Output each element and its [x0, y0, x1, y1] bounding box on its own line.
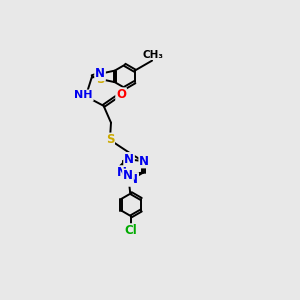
- Text: N: N: [128, 173, 138, 186]
- Text: NH: NH: [74, 90, 93, 100]
- Text: N: N: [123, 169, 133, 182]
- Text: S: S: [96, 73, 104, 85]
- Text: CH₃: CH₃: [142, 50, 164, 60]
- Text: Cl: Cl: [125, 224, 138, 237]
- Text: N: N: [124, 153, 134, 166]
- Text: N: N: [117, 166, 127, 179]
- Text: N: N: [95, 67, 105, 80]
- Text: S: S: [106, 134, 114, 146]
- Text: O: O: [116, 88, 126, 101]
- Text: N: N: [139, 154, 149, 168]
